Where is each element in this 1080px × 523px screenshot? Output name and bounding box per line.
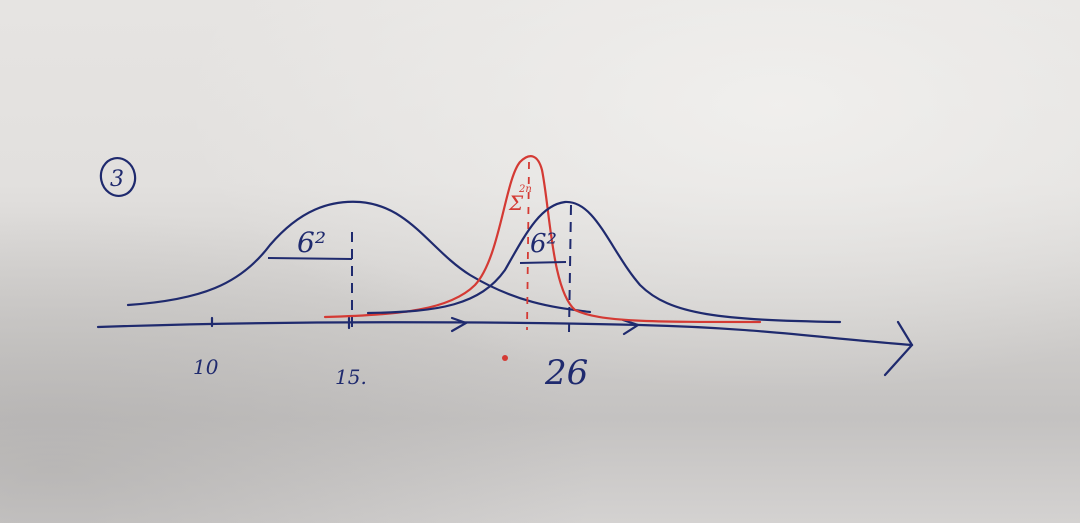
tick-label-10: 10 [193, 355, 219, 379]
x-axis [96, 316, 914, 377]
red-sigma-superscript: 2n [518, 184, 532, 195]
red-sigma-label: Σ [508, 191, 524, 215]
red-mark-dot [502, 355, 508, 361]
circled-number-text: 3 [110, 167, 124, 192]
left-sigma-label: 6² [297, 226, 326, 259]
right-sigma-bar [519, 261, 567, 264]
axis-arrowhead [883, 320, 914, 377]
right-mean-dashed-line [568, 204, 572, 333]
circled-number: 3 [99, 156, 137, 198]
axis-arrow-mark-1 [450, 316, 469, 333]
left-sigma-bar [267, 257, 353, 260]
tick-label-15: 15. [335, 365, 367, 389]
right-bell-curve [366, 200, 842, 324]
tick-label-26: 26 [544, 353, 588, 393]
red-mean-dashed-line [526, 161, 530, 331]
axis-line [96, 321, 914, 347]
red-bell-curve [323, 155, 762, 324]
axis-arrow-mark-2 [621, 318, 641, 336]
right-sigma-label: 6² [530, 229, 557, 259]
left-bell-curve [126, 200, 592, 314]
